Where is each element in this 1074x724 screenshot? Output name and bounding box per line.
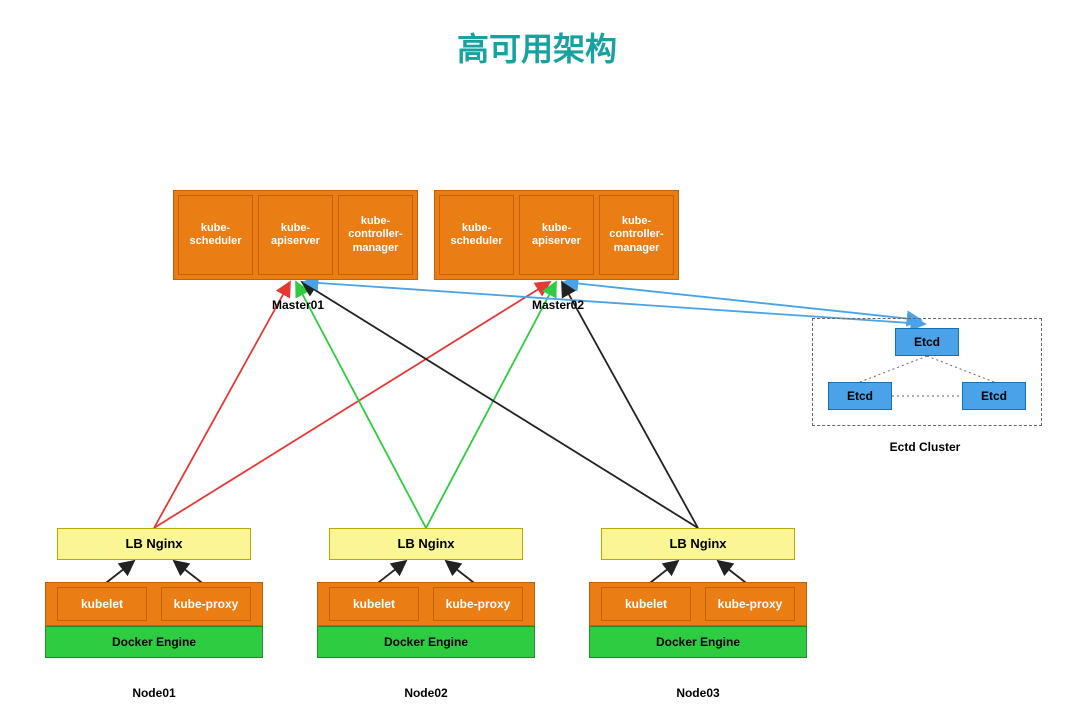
etcd-node-2: Etcd xyxy=(962,382,1026,410)
node02-lb: LB Nginx xyxy=(329,528,523,560)
etcd-node-0: Etcd xyxy=(895,328,959,356)
page-title: 高可用架构 xyxy=(0,24,1074,70)
node01-svc-0: kubelet xyxy=(57,587,147,621)
node01-svc-1: kube-proxy xyxy=(161,587,251,621)
node03-docker: Docker Engine xyxy=(589,626,807,658)
etcd-node-1: Etcd xyxy=(828,382,892,410)
master02-cell-1: kube- apiserver xyxy=(519,195,594,275)
node02-svc-1: kube-proxy xyxy=(433,587,523,621)
node01-label: Node01 xyxy=(45,686,263,700)
node03-label: Node03 xyxy=(589,686,807,700)
node03-svc-0: kubelet xyxy=(601,587,691,621)
node01-docker: Docker Engine xyxy=(45,626,263,658)
master02-cell-0: kube- scheduler xyxy=(439,195,514,275)
master02-label: Master02 xyxy=(498,298,618,312)
etcd-cluster-label: Ectd Cluster xyxy=(865,440,985,454)
node02-svc-0: kubelet xyxy=(329,587,419,621)
node01-lb: LB Nginx xyxy=(57,528,251,560)
node02-docker: Docker Engine xyxy=(317,626,535,658)
node03-svc-1: kube-proxy xyxy=(705,587,795,621)
master01-cell-0: kube- scheduler xyxy=(178,195,253,275)
master01-label: Master01 xyxy=(238,298,358,312)
master01-cell-1: kube- apiserver xyxy=(258,195,333,275)
node02-label: Node02 xyxy=(317,686,535,700)
master02-cell-2: kube- controller- manager xyxy=(599,195,674,275)
master01-cell-2: kube- controller- manager xyxy=(338,195,413,275)
node03-lb: LB Nginx xyxy=(601,528,795,560)
